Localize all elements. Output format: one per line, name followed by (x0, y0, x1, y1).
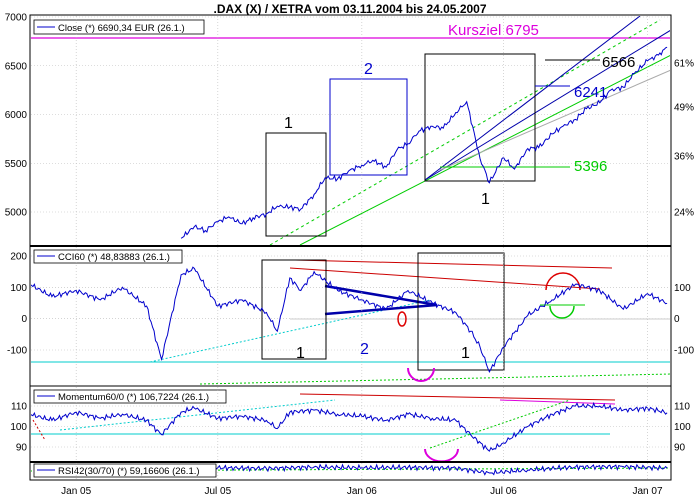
cci-red-circle-arc (545, 272, 581, 291)
price-panel-frame (29, 14, 672, 247)
momentum-grid (31, 405, 670, 448)
momentum-overlays (31, 393, 668, 461)
y-tick-label: 100 (10, 422, 27, 433)
chart-title: .DAX (X) / XETRA vom 03.11.2004 bis 24.0… (213, 2, 486, 16)
y-tick-label: -100 (7, 346, 27, 357)
price-overlays (31, 16, 670, 245)
y-tick-label: 0 (21, 314, 27, 325)
price-y-ticks-right: 61% 49% 36% 24% (674, 59, 694, 219)
blue-channel-upper (424, 16, 641, 181)
y-tick-label: 6000 (5, 110, 28, 121)
momentum-magenta-arc (424, 448, 459, 461)
x-tick-label: Jan 06 (347, 486, 377, 497)
y-tick-label-right: 49% (674, 103, 694, 114)
y-tick-label: 200 (10, 252, 27, 263)
x-tick-label: Jan 07 (633, 486, 663, 497)
y-tick-label: 100 (674, 422, 691, 433)
y-tick-label: 100 (674, 283, 691, 294)
cci-magenta-arc (407, 367, 435, 382)
momentum-resistance-2 (499, 399, 616, 405)
pattern-box-2-price (329, 78, 408, 176)
y-tick-label: 7000 (5, 13, 28, 24)
price-series-line (180, 46, 668, 239)
price-legend-label: Close (*) 6690,34 EUR (26.1.) (58, 23, 185, 34)
cci-resistance-1 (294, 259, 613, 269)
price-grid (31, 16, 670, 213)
momentum-resistance-1 (299, 393, 616, 401)
y-tick-label-right: 61% (674, 59, 694, 70)
wave-2-label: 2 (364, 61, 373, 78)
pattern-box-3-cci (417, 252, 505, 371)
cci-resistance-2 (289, 267, 601, 290)
level-6566-label: 6566 (602, 54, 635, 71)
level-6241-label: 6241 (574, 84, 607, 101)
cci-green-circle-arc (549, 305, 575, 319)
y-tick-label: 6500 (5, 61, 28, 72)
cci-wave-2: 2 (360, 341, 369, 358)
kursziel-label: Kursziel 6795 (448, 22, 539, 39)
y-tick-label: 5500 (5, 159, 28, 170)
cci-series-line (31, 266, 668, 374)
cci-green-dashed (199, 373, 670, 385)
y-tick-label-right: 36% (674, 152, 694, 163)
cci-legend-label: CCI60 (*) 48,83883 (26.1.) (58, 252, 170, 263)
price-legend-box (33, 19, 205, 35)
momentum-red-dashed (32, 419, 46, 441)
rsi-legend-label: RSI42(30/70) (*) 59,16606 (26.1.) (58, 466, 200, 477)
wave-1-label-left: 1 (284, 115, 293, 132)
rsi-series-line (180, 463, 668, 476)
cci-red-ellipse (397, 311, 407, 327)
y-tick-label: 110 (674, 402, 690, 413)
momentum-y-ticks: 110 100 90 (10, 402, 27, 454)
x-grid (75, 16, 648, 479)
cci-wave-1-left: 1 (296, 345, 305, 362)
x-tick-label: Jul 06 (490, 486, 517, 497)
y-tick-label: 110 (11, 402, 27, 413)
cci-wave-1-right: 1 (461, 345, 470, 362)
momentum-cyan-dashed (59, 399, 336, 431)
x-tick-label: Jan 05 (61, 486, 91, 497)
momentum-legend-box (33, 389, 227, 404)
cci-grid (31, 255, 670, 351)
rsi-overlays (31, 463, 670, 476)
y-tick-label: 90 (674, 443, 686, 454)
grey-trendline (439, 69, 670, 171)
y-tick-label: 90 (16, 443, 28, 454)
y-tick-label: 100 (10, 283, 27, 294)
momentum-legend-label: Momentum60/0 (*) 106,7224 (26.1.) (58, 392, 209, 403)
momentum-y-ticks-right: 110 100 90 (674, 402, 691, 454)
x-tick-label: Jul 05 (204, 486, 231, 497)
momentum-series-line (31, 401, 668, 452)
y-tick-label-right: 24% (674, 208, 694, 219)
momentum-green-dashed (429, 399, 571, 449)
level-5396-label: 5396 (574, 158, 607, 175)
x-axis-ticks: Jan 05 Jul 05 Jan 06 Jul 06 Jan 07 (61, 486, 663, 497)
cci-triangle-upper (324, 284, 438, 307)
blue-channel-lower (424, 30, 670, 181)
price-y-ticks: 7000 6500 6000 5500 5000 (5, 13, 28, 219)
rsi-green-dashed (31, 467, 670, 472)
cci-overlays (31, 252, 670, 385)
cci-y-ticks-right: 100 0 -100 (674, 283, 694, 357)
pattern-box-3-price (424, 53, 536, 182)
cci-legend-box (33, 249, 183, 264)
pattern-box-1-cci (261, 259, 327, 360)
y-tick-label: 5000 (5, 208, 28, 219)
pattern-box-1-price (265, 132, 327, 237)
wave-1-label-right: 1 (481, 191, 490, 208)
cci-y-ticks: 200 100 0 -100 (7, 252, 27, 357)
y-tick-label: -100 (674, 346, 694, 357)
rsi-legend-box (33, 463, 217, 478)
y-tick-label: 0 (674, 314, 680, 325)
